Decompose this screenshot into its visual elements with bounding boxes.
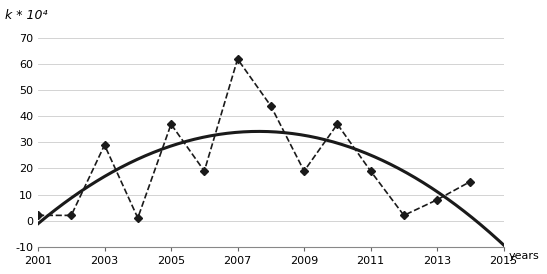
Text: years: years (508, 251, 539, 261)
Text: k * 10⁴: k * 10⁴ (5, 8, 48, 22)
